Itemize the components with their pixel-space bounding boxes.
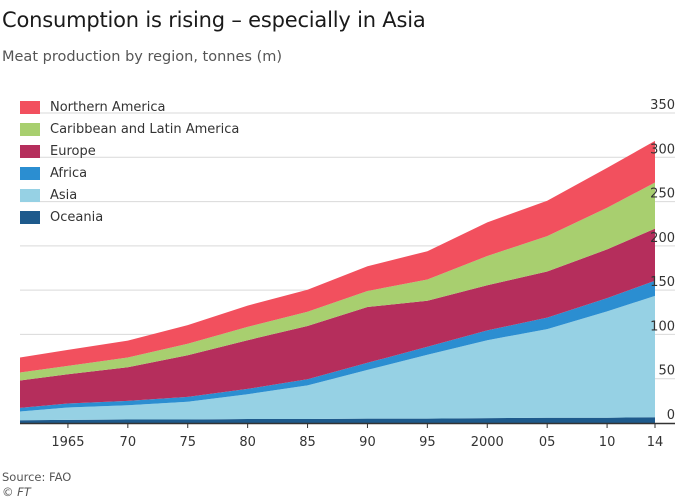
legend-item: Caribbean and Latin America [20,118,239,140]
copyright-note: © FT [2,485,31,499]
legend-swatch [20,100,40,114]
x-tick-label: 90 [359,435,376,450]
x-tick-label: 05 [539,435,556,450]
legend-label: Europe [50,143,96,159]
chart-title: Consumption is rising – especially in As… [2,8,426,32]
legend-item: Europe [20,140,239,162]
x-tick-label: 2000 [471,435,504,450]
area-series [20,295,655,421]
chart-subtitle: Meat production by region, tonnes (m) [2,49,283,65]
y-tick-label: 200 [650,231,675,246]
legend-swatch [20,144,40,158]
source-note: Source: FAO [2,470,72,484]
legend-item: Africa [20,162,239,184]
x-tick-label: 95 [419,435,436,450]
y-tick-label: 50 [658,364,675,379]
x-tick-label: 10 [599,435,616,450]
chart-legend: Northern America Caribbean and Latin Amer… [20,96,239,228]
y-tick-label: 350 [650,98,675,113]
x-tick-label: 70 [120,435,137,450]
legend-label: Asia [50,187,78,203]
y-tick-label: 0 [667,408,675,423]
legend-swatch [20,166,40,180]
legend-swatch [20,210,40,224]
legend-item: Asia [20,184,239,206]
y-tick-label: 250 [650,187,675,202]
legend-swatch [20,188,40,202]
legend-label: Northern America [50,99,166,115]
y-tick-label: 100 [650,319,675,334]
x-tick-label: 85 [299,435,316,450]
y-tick-label: 300 [650,142,675,157]
y-tick-label: 150 [650,275,675,290]
legend-item: Northern America [20,96,239,118]
area-series [20,417,655,423]
area-series [20,228,655,408]
area-series [20,140,655,373]
legend-swatch [20,122,40,136]
x-tick-label: 1965 [51,435,84,450]
legend-item: Oceania [20,206,239,228]
x-tick-label: 14 [647,435,664,450]
legend-label: Oceania [50,209,104,225]
legend-label: Caribbean and Latin America [50,121,240,137]
x-tick-label: 80 [239,435,256,450]
legend-label: Africa [50,165,88,181]
x-tick-label: 75 [179,435,196,450]
